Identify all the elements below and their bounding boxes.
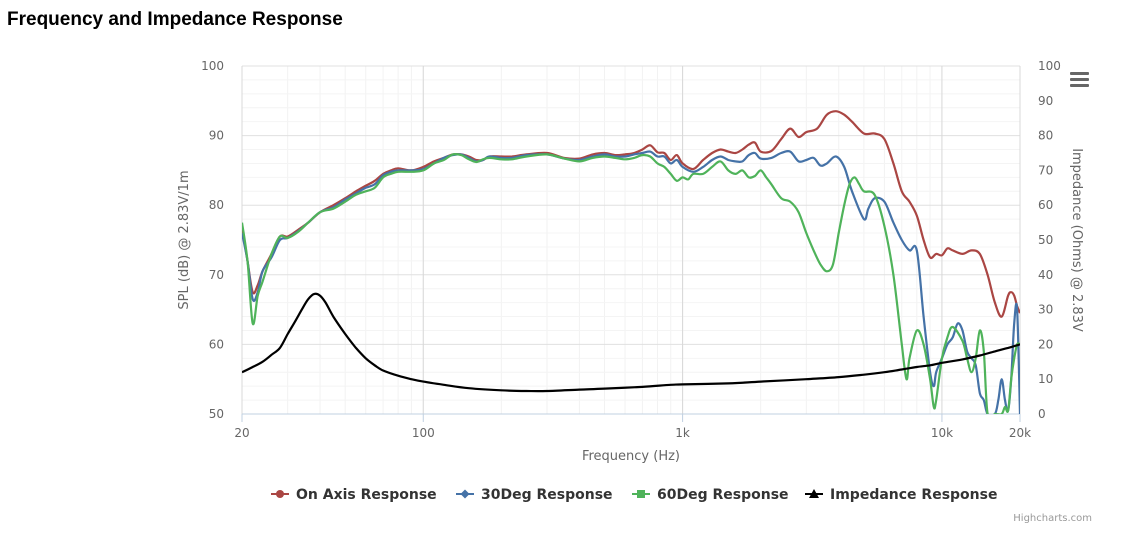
legend-diamond-marker[interactable] [460, 489, 470, 499]
page-title: Frequency and Impedance Response [7, 9, 343, 30]
y-tick-label: 60 [209, 337, 224, 351]
y2-axis-title: Impedance (Ohms) @ 2.83V [1069, 148, 1084, 332]
60deg-response-line [242, 152, 1020, 414]
axes: 50 60 70 80 90 100 0 10 20 30 40 50 60 70 80 90 100 20 100… [201, 59, 1061, 440]
y2-tick-label: 50 [1038, 233, 1053, 247]
y2-tick-label: 60 [1038, 198, 1053, 212]
legend-square-marker[interactable] [637, 490, 645, 498]
plot-background [242, 66, 1020, 414]
y-tick-label: 90 [209, 129, 224, 143]
legend: On Axis Response 30Deg Response 60Deg Resp… [271, 487, 997, 503]
plot-area [242, 66, 1020, 414]
legend-item-30deg-response[interactable]: 30Deg Response [456, 487, 613, 503]
legend-label[interactable]: 30Deg Response [481, 487, 613, 503]
y-tick-label: 70 [209, 268, 224, 282]
x-tick-label: 20 [234, 426, 249, 440]
legend-item-impedance-response[interactable]: Impedance Response [805, 487, 997, 503]
y2-tick-label: 10 [1038, 372, 1053, 386]
grid [241, 65, 1021, 415]
legend-triangle-marker[interactable] [809, 489, 819, 498]
on-axis-response-line [242, 110, 1020, 318]
y-axis-title: SPL (dB) @ 2.83V/1m [177, 170, 192, 309]
x-tick-label: 100 [412, 426, 435, 440]
y-tick-label: 80 [209, 198, 224, 212]
y-tick-label: 100 [201, 59, 224, 73]
credits-link[interactable]: Highcharts.com [1013, 513, 1092, 524]
30deg-response-line [242, 149, 1020, 414]
y2-tick-label: 20 [1038, 337, 1053, 351]
y2-tick-label: 0 [1038, 407, 1046, 421]
hamburger-icon[interactable] [1070, 72, 1089, 87]
x-axis-title: Frequency (Hz) [582, 449, 680, 464]
y2-tick-label: 70 [1038, 163, 1053, 177]
impedance-response-line [242, 292, 1020, 393]
x-tick-label: 1k [675, 426, 690, 440]
legend-circle-marker[interactable] [276, 490, 284, 498]
legend-label[interactable]: On Axis Response [296, 487, 437, 503]
y2-tick-label: 30 [1038, 303, 1053, 317]
x-tick-label: 10k [931, 426, 953, 440]
legend-label[interactable]: 60Deg Response [657, 487, 789, 503]
chart-menu-button[interactable] [1064, 66, 1094, 92]
legend-item-on-axis-response[interactable]: On Axis Response [271, 487, 437, 503]
x-tick-label: 20k [1009, 426, 1031, 440]
y2-tick-label: 80 [1038, 129, 1053, 143]
y2-tick-label: 40 [1038, 268, 1053, 282]
y2-tick-label: 100 [1038, 59, 1061, 73]
y-tick-label: 50 [209, 407, 224, 421]
series-layer [242, 110, 1020, 414]
series-clip-group [242, 110, 1020, 414]
y2-tick-label: 90 [1038, 94, 1053, 108]
legend-label[interactable]: Impedance Response [830, 487, 997, 503]
legend-item-60deg-response[interactable]: 60Deg Response [632, 487, 789, 503]
